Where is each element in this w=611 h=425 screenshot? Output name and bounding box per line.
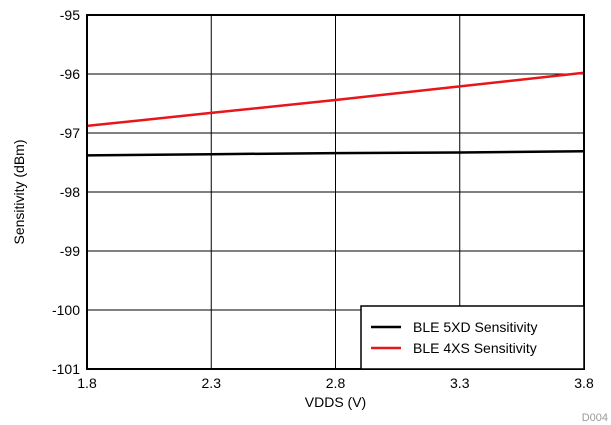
y-tick-label: -96 xyxy=(60,66,80,82)
figure-id: D004 xyxy=(582,412,608,424)
y-axis-label: Sensitivity (dBm) xyxy=(11,139,27,244)
x-tick-label: 2.3 xyxy=(202,375,222,391)
x-tick-label: 3.8 xyxy=(574,375,594,391)
y-tick-label: -97 xyxy=(60,125,80,141)
y-tick-label: -98 xyxy=(60,184,80,200)
series-layer xyxy=(86,71,585,157)
y-tick-label: -101 xyxy=(52,361,80,377)
y-tick-label: -95 xyxy=(60,7,80,23)
legend-box xyxy=(360,305,585,370)
legend-label-ble-5xd: BLE 5XD Sensitivity xyxy=(413,319,538,335)
y-tick-label: -99 xyxy=(60,243,80,259)
series-line-ble-4xs xyxy=(86,71,585,128)
y-tick-label: -100 xyxy=(52,302,80,318)
series-line-ble-5xd xyxy=(86,150,585,157)
x-tick-label: 1.8 xyxy=(77,375,97,391)
x-tick-label: 2.8 xyxy=(326,375,346,391)
x-tick-label: 3.3 xyxy=(450,375,470,391)
x-axis-label: VDDS (V) xyxy=(305,394,366,410)
legend-label-ble-4xs: BLE 4XS Sensitivity xyxy=(413,340,537,356)
plot-frame xyxy=(86,14,585,370)
legend: BLE 5XD Sensitivity BLE 4XS Sensitivity xyxy=(360,305,585,370)
y-tick-labels: -95 -96 -97 -98 -99 -100 -101 xyxy=(52,7,80,377)
x-tick-labels: 1.8 2.3 2.8 3.3 3.8 xyxy=(77,375,594,391)
